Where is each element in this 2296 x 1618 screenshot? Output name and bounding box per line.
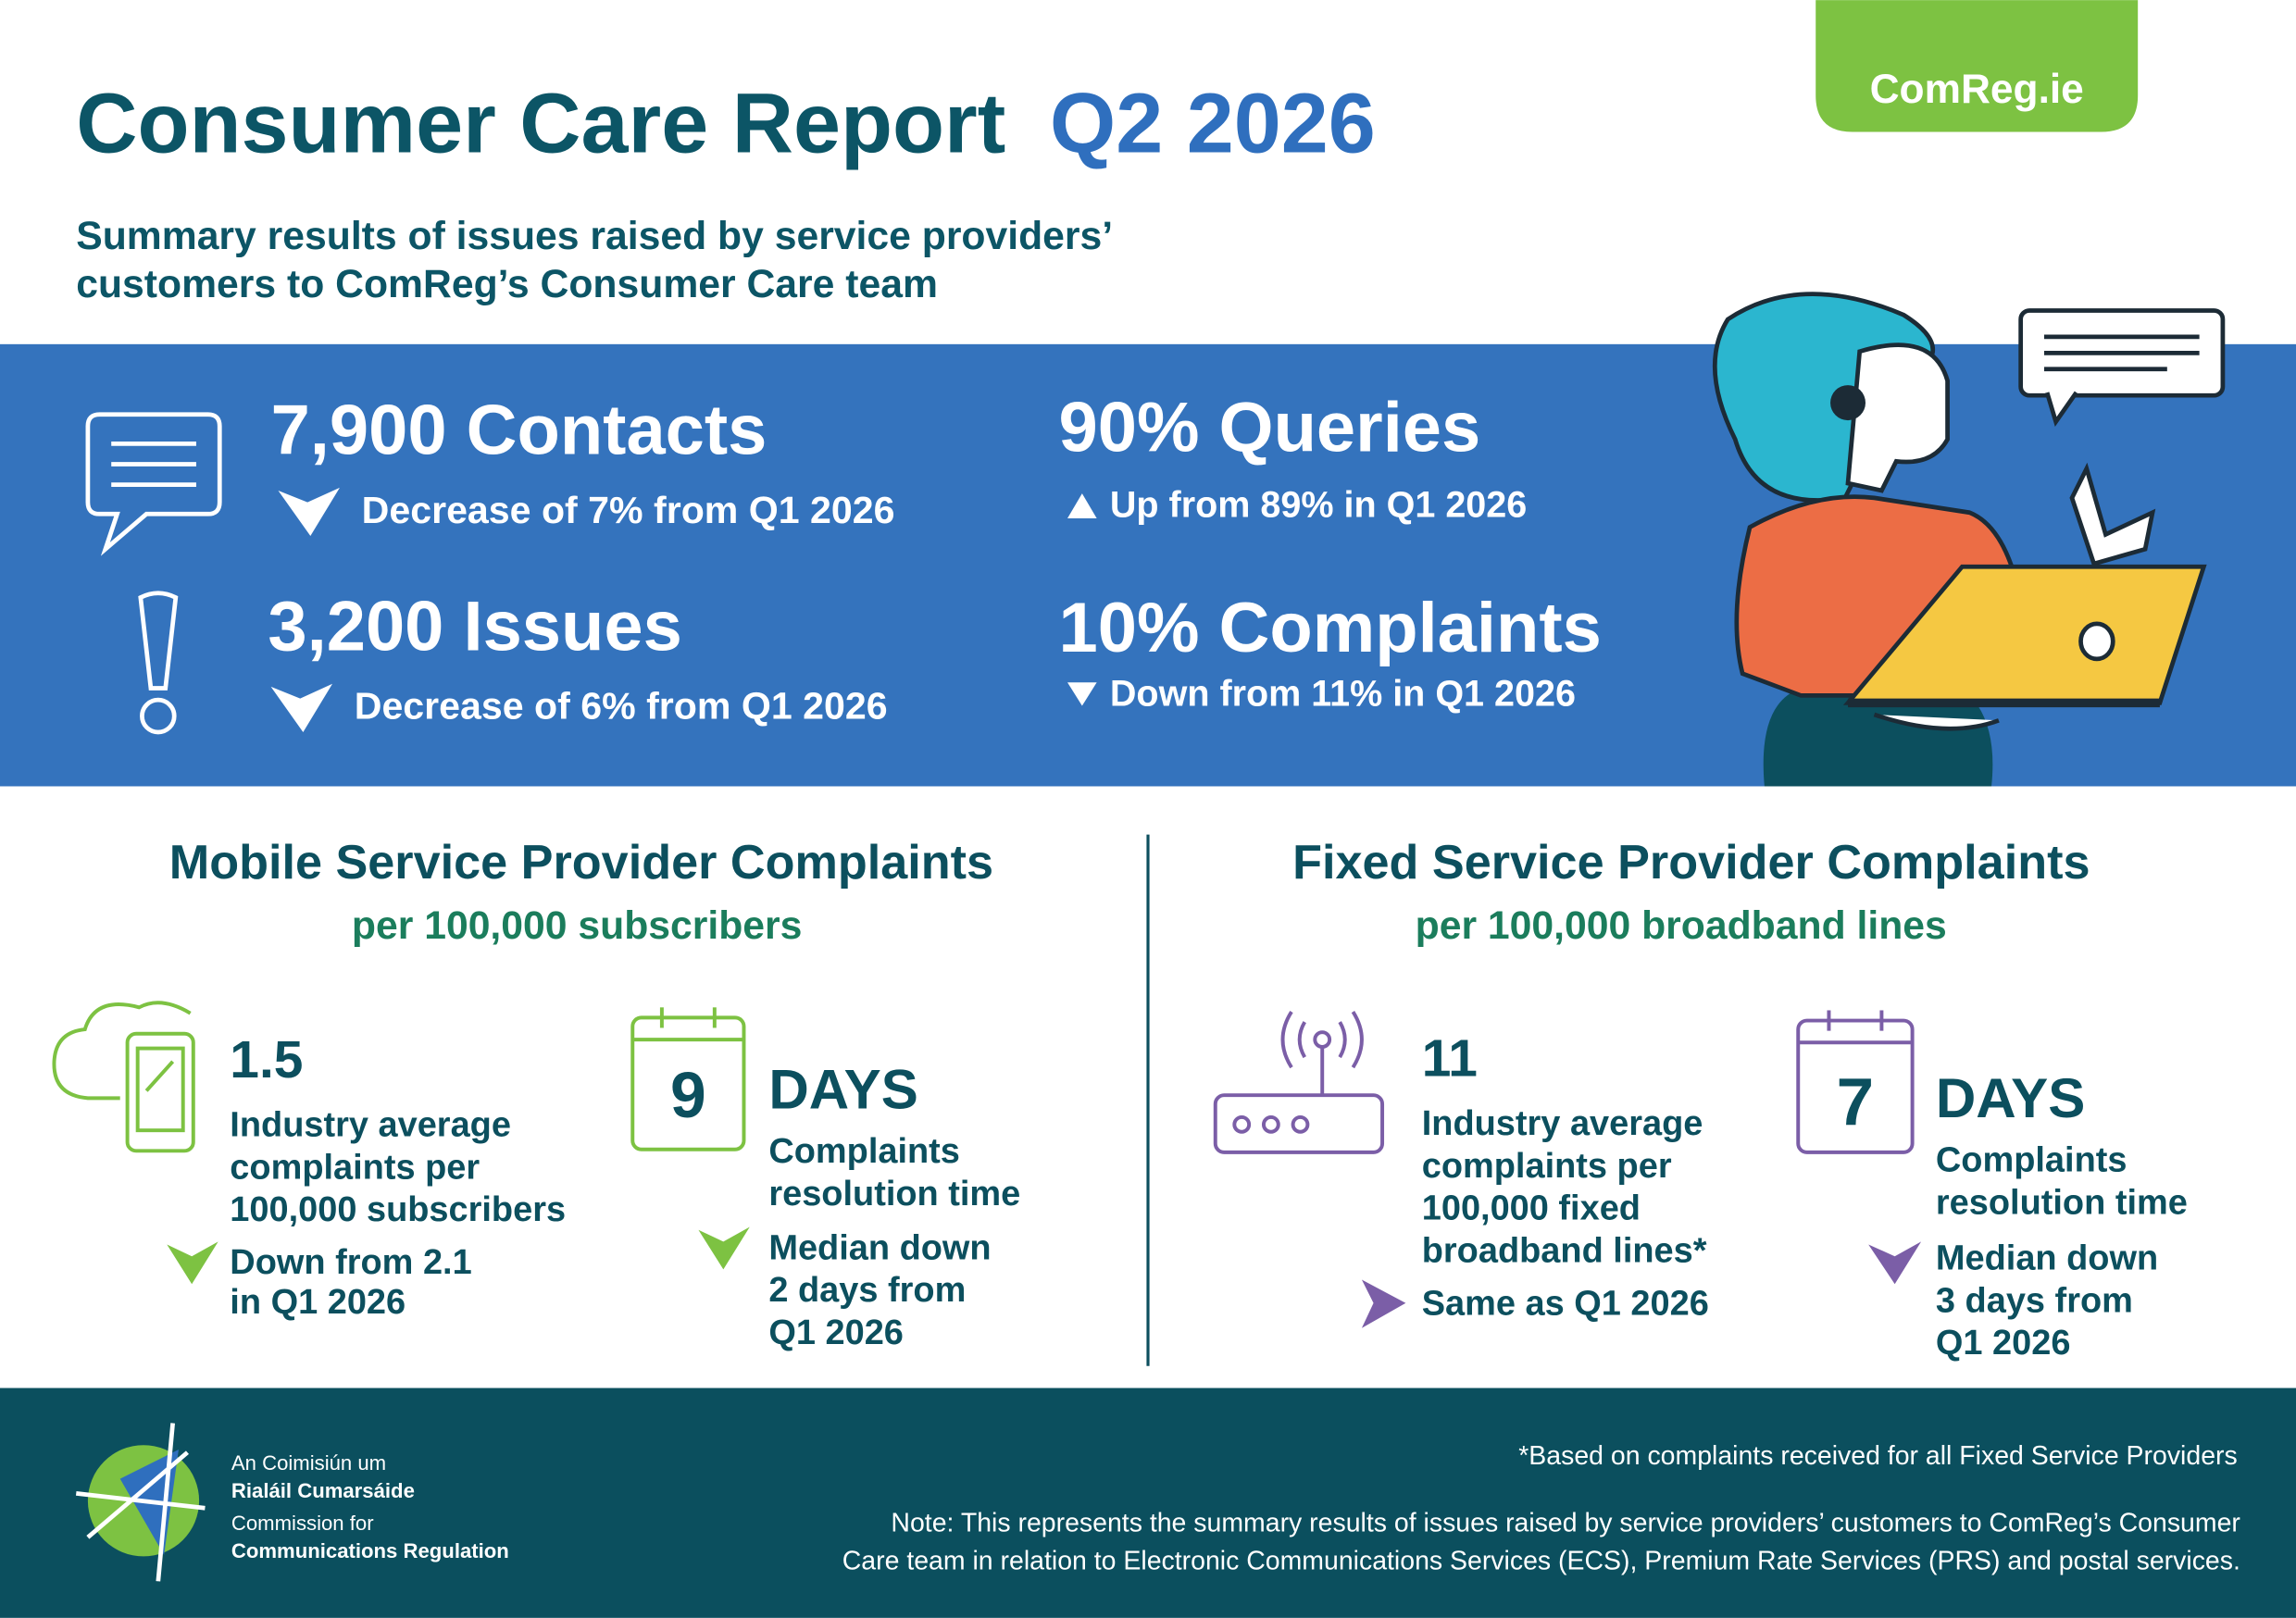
- section-subtitle: per 100,000 broadband lines: [1416, 903, 1947, 948]
- title-highlight: Q2 2026: [1050, 77, 1376, 171]
- calendar-icon: [1796, 1010, 1915, 1154]
- complaints-change: Down from 11% in Q1 2026: [1110, 673, 1576, 714]
- down-arrow: [270, 683, 333, 732]
- fixed-average-value: 11: [1422, 1029, 1478, 1089]
- change: Same as Q1 2026: [1422, 1284, 1709, 1323]
- description: 100,000 fixed: [1422, 1189, 1641, 1228]
- contacts-change: Decrease of 7% from Q1 2026: [362, 489, 895, 531]
- agent-illustration: [1712, 292, 2226, 787]
- change: in Q1 2026: [230, 1283, 406, 1322]
- title: Consumer Care Report Q2 2026: [76, 77, 1376, 171]
- up-arrow: [1067, 493, 1097, 519]
- contacts-icon: [85, 412, 222, 556]
- down-arrow: [698, 1226, 750, 1270]
- brand-tab: [1816, 0, 2139, 132]
- issues-icon: [138, 591, 179, 691]
- description: 100,000 subscribers: [230, 1190, 566, 1229]
- section-title: Mobile Service Provider Complaints: [169, 836, 993, 890]
- change: Down from 2.1: [230, 1243, 471, 1282]
- resolution-unit: DAYS: [1936, 1067, 2085, 1129]
- footer: [0, 1388, 2296, 1618]
- description: resolution time: [768, 1175, 1020, 1214]
- change: Median down: [1936, 1238, 2158, 1277]
- queries-headline: 90% Queries: [1059, 388, 1481, 467]
- description: complaints per: [230, 1148, 480, 1187]
- change: 2 days from: [768, 1271, 966, 1310]
- description: Complaints: [768, 1132, 960, 1171]
- mobile-icon: [52, 1001, 195, 1153]
- subtitle: Summary results of issues raised by serv…: [76, 214, 1113, 258]
- issues-icon-dot: [140, 697, 177, 735]
- calendar-icon: [630, 1007, 746, 1151]
- logo-text: Commission for: [231, 1512, 374, 1535]
- mobile-average-value: 1.5: [230, 1030, 303, 1089]
- change: 3 days from: [1936, 1281, 2133, 1320]
- note: Note: This represents the summary result…: [891, 1509, 2240, 1538]
- complaints-headline: 10% Complaints: [1059, 589, 1602, 667]
- down-arrow: [167, 1241, 218, 1285]
- contacts-icon-lines: [111, 442, 196, 488]
- issues-change: Decrease of 6% from Q1 2026: [355, 685, 888, 728]
- note: Care team in relation to Electronic Comm…: [842, 1547, 2240, 1576]
- down-arrow: [1067, 682, 1097, 706]
- logo: [75, 1423, 206, 1582]
- logo-text: Rialáil Cumarsáide: [231, 1479, 415, 1502]
- contacts-headline: 7,900 Contacts: [271, 391, 767, 469]
- logo-text: Communications Regulation: [231, 1539, 509, 1562]
- section-title: Fixed Service Provider Complaints: [1292, 836, 2090, 890]
- change: Median down: [768, 1228, 991, 1267]
- down-arrow: [278, 487, 340, 537]
- section-subtitle: per 100,000 subscribers: [352, 903, 802, 948]
- resolution-days: 9: [670, 1059, 706, 1131]
- queries-change: Up from 89% in Q1 2026: [1110, 484, 1527, 525]
- description: broadband lines*: [1422, 1232, 1707, 1271]
- footnote: *Based on complaints received for all Fi…: [1518, 1441, 2238, 1471]
- description: Industry average: [230, 1105, 511, 1144]
- description: Industry average: [1422, 1104, 1703, 1143]
- right-arrow: [1361, 1279, 1406, 1328]
- change: Q1 2026: [1936, 1324, 2071, 1363]
- brand[interactable]: ComReg.ie: [1870, 67, 2084, 112]
- description: Complaints: [1936, 1140, 2128, 1179]
- subtitle: customers to ComReg’s Consumer Care team: [76, 262, 938, 306]
- issues-headline: 3,200 Issues: [268, 587, 681, 666]
- description: resolution time: [1936, 1183, 2188, 1222]
- title-main: Consumer Care Report: [76, 77, 1005, 171]
- resolution-days: 7: [1837, 1064, 1874, 1139]
- change: Q1 2026: [768, 1313, 904, 1352]
- down-arrow: [1868, 1241, 1922, 1285]
- resolution-unit: DAYS: [768, 1058, 917, 1120]
- router-icon: [1213, 1011, 1385, 1154]
- description: complaints per: [1422, 1147, 1672, 1186]
- logo-text: An Coimisiún um: [231, 1451, 386, 1475]
